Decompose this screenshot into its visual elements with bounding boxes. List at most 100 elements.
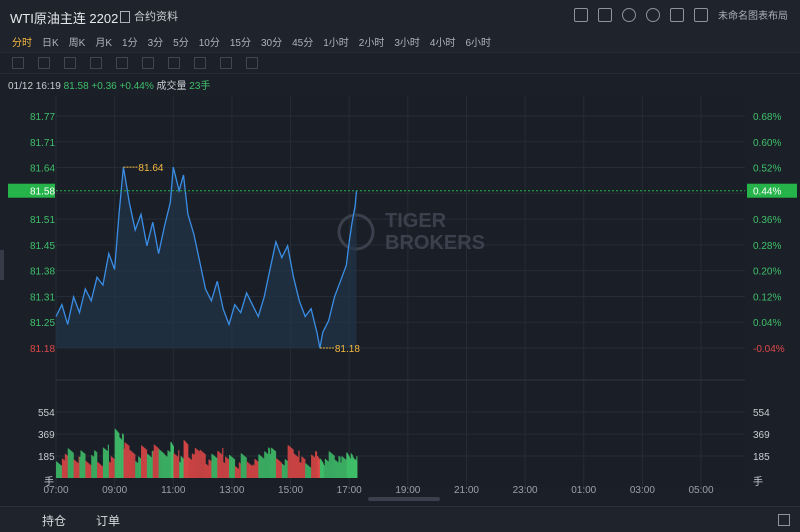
period-13[interactable]: 3小时 <box>394 37 420 49</box>
period-8[interactable]: 15分 <box>229 37 251 49</box>
volume-bar <box>208 459 210 478</box>
volume-bar <box>275 458 278 478</box>
volume-bar <box>150 457 152 478</box>
period-14[interactable]: 4小时 <box>429 37 456 49</box>
fullscreen-icon[interactable] <box>670 7 684 22</box>
eye-icon[interactable] <box>194 57 206 69</box>
volume-bar <box>276 459 279 478</box>
pct-tick-label: 0.20% <box>753 267 781 278</box>
text-tool-icon[interactable] <box>38 57 50 69</box>
volume-bar <box>121 439 123 478</box>
period-7[interactable]: 10分 <box>198 37 220 49</box>
volume-bar <box>130 450 132 478</box>
volume-bar <box>117 432 119 478</box>
period-9[interactable]: 30分 <box>260 37 283 49</box>
period-6[interactable]: 5分 <box>173 37 189 49</box>
period-1[interactable]: 日K <box>42 37 59 49</box>
volume-bar <box>252 464 254 478</box>
lock-icon[interactable] <box>168 57 180 69</box>
period-10[interactable]: 45分 <box>292 37 314 49</box>
shape-tool-icon[interactable] <box>64 57 76 69</box>
volume-bar <box>226 457 228 478</box>
volume-bar <box>232 458 235 478</box>
volume-bar <box>131 451 133 478</box>
pen-tool-icon[interactable] <box>142 57 154 69</box>
volume-bar <box>247 462 249 478</box>
volume-bar <box>249 464 251 478</box>
time-tick-label: 11:00 <box>161 485 186 496</box>
max-label: 81.64 <box>138 163 163 174</box>
watermark-line1: TIGER <box>385 210 447 232</box>
volume-bar <box>111 457 113 478</box>
volume-bar <box>64 453 66 478</box>
volume-bar <box>216 458 218 478</box>
time-tick-label: 01:00 <box>571 485 596 496</box>
volume-bar <box>277 459 280 478</box>
volume-bar <box>329 452 331 478</box>
volume-bar <box>176 455 178 478</box>
refresh-icon[interactable] <box>622 7 636 22</box>
volume-bar <box>175 454 177 478</box>
volume-bar <box>143 447 146 478</box>
contract-info-button[interactable]: 合约资料 <box>120 8 178 24</box>
volume-bar <box>300 462 302 478</box>
volume-bar <box>259 455 261 478</box>
price-info: 01/12 16:19 81.58 +0.36 +0.44% 成交量 23手 <box>8 77 210 92</box>
cursor-tool-icon[interactable] <box>90 57 102 69</box>
period-4[interactable]: 1分 <box>122 37 138 49</box>
chart-toolbar: 未命名图表布局 <box>574 7 788 22</box>
period-5[interactable]: 3分 <box>147 37 164 49</box>
time-tick-label: 17:00 <box>337 485 362 496</box>
volume-bar <box>315 451 318 478</box>
period-3[interactable]: 月K <box>95 37 113 49</box>
volume-bar <box>231 457 234 478</box>
volume-bar <box>103 448 106 478</box>
edit-icon[interactable] <box>598 7 612 22</box>
tab-orders[interactable]: 订单 <box>96 514 121 528</box>
volume-bar <box>342 457 344 478</box>
intraday-chart[interactable]: 81.77 0.68% 81.71 0.60% 81.64 0.52% 81.51 0.36%… <box>0 0 800 506</box>
volume-bar <box>76 462 78 478</box>
instrument-title[interactable]: WTI原油主连 2202 <box>10 11 119 26</box>
period-2[interactable]: 周K <box>68 37 86 49</box>
volume-bar <box>185 442 187 478</box>
tab-positions[interactable]: 持仓 <box>42 514 67 528</box>
volume-bar <box>198 451 200 478</box>
grid-icon[interactable] <box>694 7 708 22</box>
trash-icon[interactable] <box>246 57 258 69</box>
volume-bar <box>182 457 184 478</box>
volume-bar <box>278 460 281 478</box>
volume-bar <box>224 463 226 478</box>
layout-name[interactable]: 未命名图表布局 <box>718 11 788 22</box>
volume-bar <box>338 456 340 478</box>
price-line <box>55 166 358 349</box>
volume-bar <box>262 457 264 478</box>
period-11[interactable]: 1小时 <box>323 37 349 49</box>
line-tool-icon[interactable] <box>12 57 24 69</box>
volume-bar <box>129 449 131 478</box>
measure-tool-icon[interactable] <box>116 57 128 69</box>
screen-icon[interactable] <box>574 7 588 22</box>
volume-bar <box>266 453 268 478</box>
expand-icon[interactable] <box>778 514 790 526</box>
period-15[interactable]: 6小时 <box>465 37 492 49</box>
copy-icon[interactable] <box>220 57 232 69</box>
volume-bar <box>328 451 330 478</box>
volume-bar <box>169 451 171 478</box>
side-panel-handle[interactable] <box>0 250 4 280</box>
volume-bar <box>194 447 196 478</box>
volume-bar <box>344 458 346 478</box>
period-12[interactable]: 2小时 <box>358 37 385 49</box>
volume-bar <box>78 456 80 478</box>
pct-tick-label: 0.04% <box>753 318 781 329</box>
gear-icon[interactable] <box>646 7 660 22</box>
period-0[interactable]: 分时 <box>12 37 32 49</box>
volume-bar <box>299 462 301 478</box>
volume-bar <box>183 440 185 478</box>
price-tick-label: 81.38 <box>30 267 55 278</box>
volume-bar <box>80 450 82 478</box>
volume-bar <box>74 460 76 478</box>
period-selector: 分时 日K 周K 月K 1分 3分 5分 10分 15分 30分 45分 1小时 2小时 3小时 4小时 6小… <box>0 30 800 52</box>
price-tick-label: 81.45 <box>30 241 55 252</box>
contract-info-label: 合约资料 <box>134 11 178 23</box>
